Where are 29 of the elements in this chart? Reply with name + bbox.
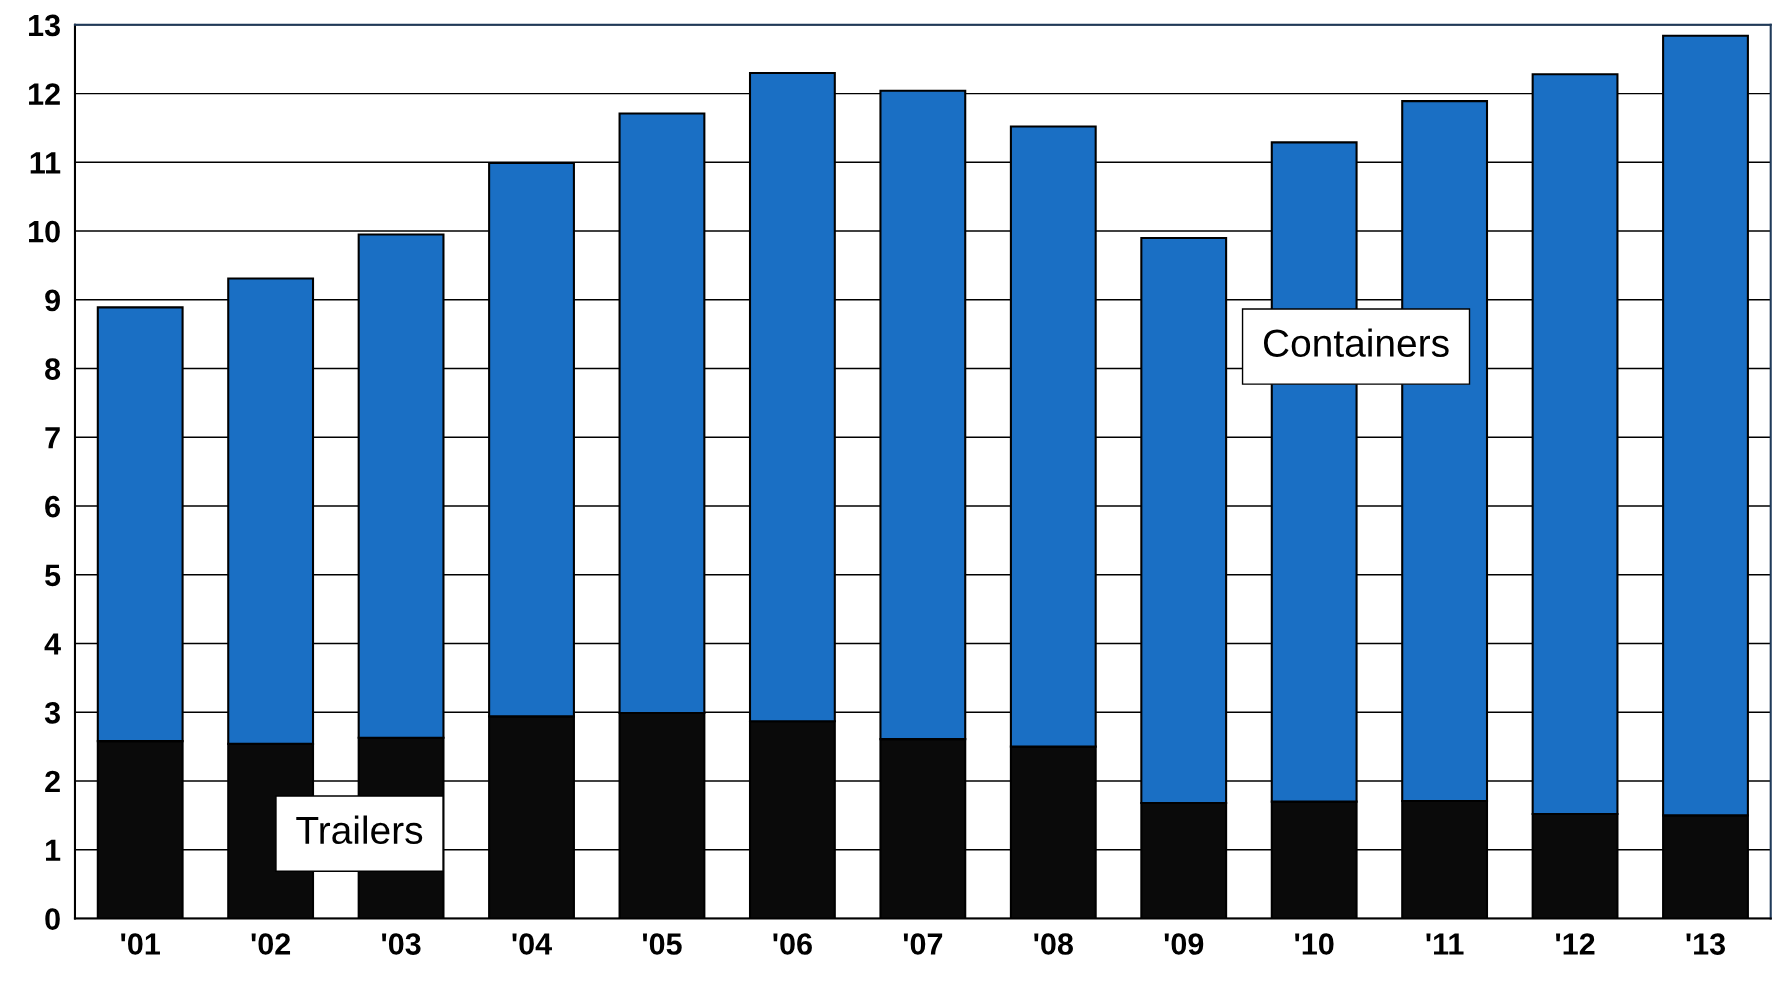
y-tick-label: 0 [45,908,60,930]
y-tick-label: 7 [45,427,60,449]
x-tick-label: '07 [903,933,943,955]
x-tick-label: '11 [1426,933,1464,955]
x-tick-label: '06 [773,933,812,955]
x-tick-label: '09 [1164,933,1204,955]
y-tick-label: 5 [45,564,61,587]
annotation: Trailers [296,815,423,845]
x-tick-label: '10 [1295,933,1334,955]
y-tick-label: 10 [29,220,60,243]
y-tick-label: 3 [44,702,60,724]
y-tick-label: 8 [45,358,61,380]
y-tick-label: 1 [46,839,61,861]
annotation: Containers [1263,328,1449,357]
x-tick-label: '08 [1034,933,1073,955]
x-tick-label: '03 [382,933,421,955]
x-tick-label: '01 [121,933,160,955]
x-tick-label: '02 [251,933,291,955]
y-tick-label: 6 [45,495,60,518]
y-tick-label: 2 [45,770,60,793]
y-tick-label: 4 [44,633,61,655]
x-tick-label: '13 [1686,933,1726,955]
x-tick-label: '05 [642,933,682,955]
y-tick-label: 11 [30,152,61,174]
y-tick-label: 13 [29,14,60,37]
y-tick-label: 9 [45,289,60,312]
x-tick-label: '04 [512,933,552,955]
x-tick-label: '12 [1556,933,1595,955]
y-tick-label: 12 [29,83,60,105]
